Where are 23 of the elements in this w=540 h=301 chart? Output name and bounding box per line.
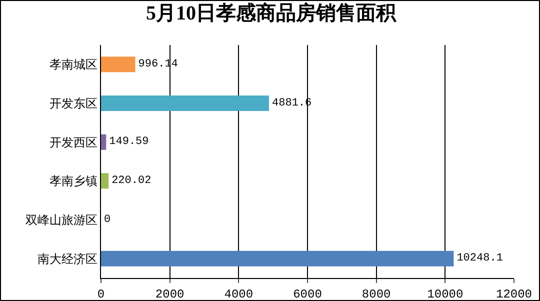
bar bbox=[101, 134, 106, 150]
y-tick-label: 双峰山旅游区 bbox=[26, 212, 98, 227]
x-tick-label: 8000 bbox=[362, 287, 391, 301]
x-tick-label: 0 bbox=[97, 287, 105, 301]
x-tick-label: 6000 bbox=[293, 287, 322, 301]
y-tick-label: 开发西区 bbox=[50, 135, 98, 150]
data-label: 0 bbox=[104, 214, 111, 226]
x-tick-label: 4000 bbox=[224, 287, 254, 301]
bar bbox=[101, 95, 270, 112]
x-tick-label: 12000 bbox=[496, 287, 532, 301]
y-tick-label: 孝南乡镇 bbox=[50, 174, 98, 188]
chart-title: 5月10日孝感商品房销售面积 bbox=[146, 2, 397, 25]
x-tick-label: 2000 bbox=[155, 287, 184, 301]
x-tick-label: 10000 bbox=[427, 287, 464, 301]
data-label: 10248.1 bbox=[456, 252, 504, 265]
y-tick-label: 南大经济区 bbox=[38, 252, 98, 266]
bar bbox=[101, 250, 454, 266]
bar bbox=[101, 173, 109, 189]
y-tick-label: 孝南城区 bbox=[50, 58, 98, 72]
y-tick-label: 开发东区 bbox=[50, 96, 98, 110]
bar bbox=[101, 56, 136, 72]
data-label: 149.59 bbox=[109, 136, 149, 148]
data-label: 220.02 bbox=[112, 174, 152, 187]
